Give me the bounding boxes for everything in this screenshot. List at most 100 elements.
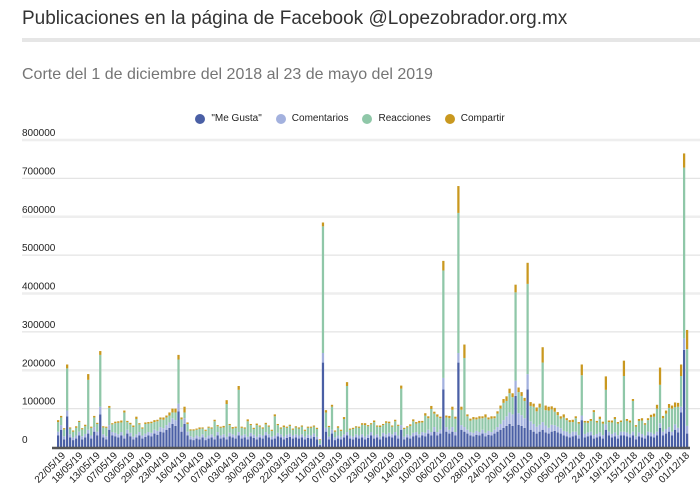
- bar-segment-comentarios: [249, 432, 252, 437]
- bar-segment-megusta: [144, 437, 147, 447]
- bar-segment-megusta: [102, 437, 105, 447]
- bar-segment-compartir: [135, 416, 138, 419]
- bar-segment-comentarios: [667, 427, 671, 432]
- bar-segment-compartir: [63, 428, 66, 430]
- bar-segment-reacciones: [622, 376, 626, 432]
- bar-segment-reacciones: [156, 421, 159, 431]
- bar-segment-megusta: [532, 431, 535, 447]
- bar-segment-reacciones: [433, 413, 436, 428]
- bar-segment-compartir: [180, 417, 183, 420]
- bar-segment-reacciones: [643, 424, 647, 436]
- bar-segment-comentarios: [282, 436, 285, 440]
- bar-segment-comentarios: [622, 431, 626, 436]
- bar-segment-reacciones: [574, 418, 577, 432]
- bar-segment-reacciones: [276, 425, 279, 433]
- bar-segment-comentarios: [406, 434, 409, 438]
- bar-segment-reacciones: [556, 415, 559, 427]
- bar-segment-comentarios: [454, 432, 457, 436]
- bar-segment-reacciones: [379, 427, 382, 437]
- bar-segment-compartir: [646, 418, 650, 421]
- legend-label: Comentarios: [291, 113, 349, 124]
- bar-segment-comentarios: [369, 432, 373, 436]
- bar-segment-megusta: [517, 424, 520, 447]
- legend-item-reacciones[interactable]: Reacciones: [362, 113, 431, 124]
- bar-segment-comentarios: [676, 427, 680, 433]
- bar-segment-compartir: [297, 427, 301, 429]
- bar-segment-compartir: [640, 418, 644, 421]
- bar-segment-megusta: [369, 435, 373, 447]
- bar-segment-megusta: [81, 439, 84, 447]
- bar-segment-megusta: [382, 436, 385, 447]
- bar-segment-compartir: [282, 425, 285, 428]
- bar-segment-comentarios: [490, 432, 493, 436]
- bar-segment-reacciones: [475, 419, 478, 431]
- bar-segment-reacciones: [640, 420, 644, 434]
- bar-segment-reacciones: [114, 423, 117, 433]
- bar-segment-reacciones: [63, 429, 66, 437]
- bar-segment-megusta: [565, 436, 568, 447]
- legend-item-comentarios[interactable]: Comentarios: [275, 113, 349, 124]
- bar-segment-compartir: [376, 425, 379, 427]
- bar-segment-reacciones: [685, 349, 689, 426]
- bar-segment-megusta: [252, 437, 255, 447]
- bar-segment-comentarios: [640, 433, 644, 438]
- bar-segment-compartir: [523, 397, 526, 401]
- bar-segment-compartir: [150, 421, 153, 424]
- legend-item-me-gusta[interactable]: "Me Gusta": [195, 113, 262, 124]
- bar-segment-comentarios: [394, 432, 397, 436]
- bar-segment-comentarios: [442, 377, 445, 390]
- bar-segment-compartir: [676, 402, 680, 407]
- bar-segment-reacciones: [553, 411, 556, 426]
- bar-segment-compartir: [550, 406, 553, 410]
- bar-segment-comentarios: [162, 428, 165, 433]
- bar-segment-reacciones: [126, 422, 129, 430]
- bar-segment-compartir: [409, 424, 412, 426]
- bar-segment-reacciones: [415, 423, 418, 433]
- bar-segment-comentarios: [123, 435, 126, 439]
- bar-segment-megusta: [72, 440, 75, 447]
- bar-segment-megusta: [478, 435, 481, 447]
- bar-segment-megusta: [415, 435, 418, 447]
- bar-segment-compartir: [529, 402, 532, 406]
- bar-segment-comentarios: [592, 435, 595, 439]
- bar-segment-compartir: [487, 417, 490, 420]
- bar-segment-megusta: [363, 439, 367, 447]
- bar-segment-reacciones: [592, 412, 595, 436]
- bar-segment-comentarios: [508, 412, 511, 424]
- bar-segment-comentarios: [535, 426, 538, 434]
- bar-segment-megusta: [640, 437, 644, 447]
- bar-segment-compartir: [436, 414, 439, 417]
- bar-segment-megusta: [135, 437, 138, 447]
- bar-segment-compartir: [373, 420, 376, 423]
- bar-segment-comentarios: [105, 436, 108, 440]
- bar-segment-megusta: [225, 439, 228, 447]
- bar-segment-comentarios: [670, 431, 674, 436]
- bar-segment-comentarios: [72, 437, 75, 441]
- bar-segment-comentarios: [388, 432, 391, 437]
- bar-segment-compartir: [469, 418, 472, 421]
- bar-segment-reacciones: [318, 440, 322, 444]
- bar-segment-comentarios: [171, 418, 174, 424]
- legend-item-compartir[interactable]: Compartir: [444, 113, 505, 124]
- bar-segment-megusta: [586, 436, 589, 447]
- bar-segment-comentarios: [547, 427, 550, 434]
- bar-segment-compartir: [291, 428, 294, 430]
- bar-segment-reacciones: [183, 412, 186, 419]
- bar-segment-reacciones: [168, 415, 171, 423]
- bar-segment-reacciones: [523, 400, 526, 419]
- bar-segment-megusta: [336, 438, 340, 447]
- bar-segment-reacciones: [481, 418, 484, 430]
- bar-segment-reacciones: [345, 385, 349, 433]
- bar-segment-reacciones: [550, 409, 553, 425]
- bar-segment-megusta: [342, 437, 346, 447]
- bar-segment-compartir: [613, 417, 617, 419]
- bar-segment-megusta: [496, 431, 499, 447]
- bar-segment-compartir: [210, 427, 213, 429]
- bar-segment-comentarios: [451, 427, 454, 432]
- bar-segment-comentarios: [60, 425, 63, 430]
- bar-segment-compartir: [249, 423, 252, 426]
- bar-segment-compartir: [225, 400, 228, 405]
- bar-segment-compartir: [634, 425, 638, 427]
- bar-segment-reacciones: [646, 420, 650, 432]
- bar-segment-compartir: [430, 405, 433, 410]
